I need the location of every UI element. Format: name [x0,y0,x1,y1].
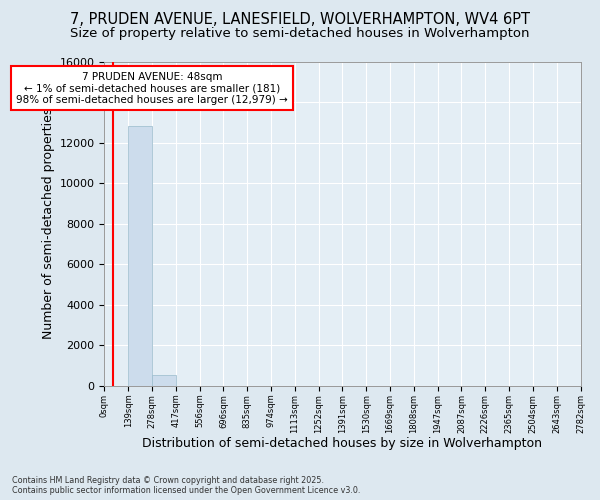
Y-axis label: Number of semi-detached properties: Number of semi-detached properties [43,108,55,340]
Text: Size of property relative to semi-detached houses in Wolverhampton: Size of property relative to semi-detach… [70,28,530,40]
Text: 7 PRUDEN AVENUE: 48sqm
← 1% of semi-detached houses are smaller (181)
98% of sem: 7 PRUDEN AVENUE: 48sqm ← 1% of semi-deta… [16,72,288,105]
Bar [152,375,176,386]
X-axis label: Distribution of semi-detached houses by size in Wolverhampton: Distribution of semi-detached houses by … [142,437,542,450]
Text: 7, PRUDEN AVENUE, LANESFIELD, WOLVERHAMPTON, WV4 6PT: 7, PRUDEN AVENUE, LANESFIELD, WOLVERHAMP… [70,12,530,28]
Bar [128,126,152,386]
Text: Contains HM Land Registry data © Crown copyright and database right 2025.
Contai: Contains HM Land Registry data © Crown c… [12,476,361,495]
